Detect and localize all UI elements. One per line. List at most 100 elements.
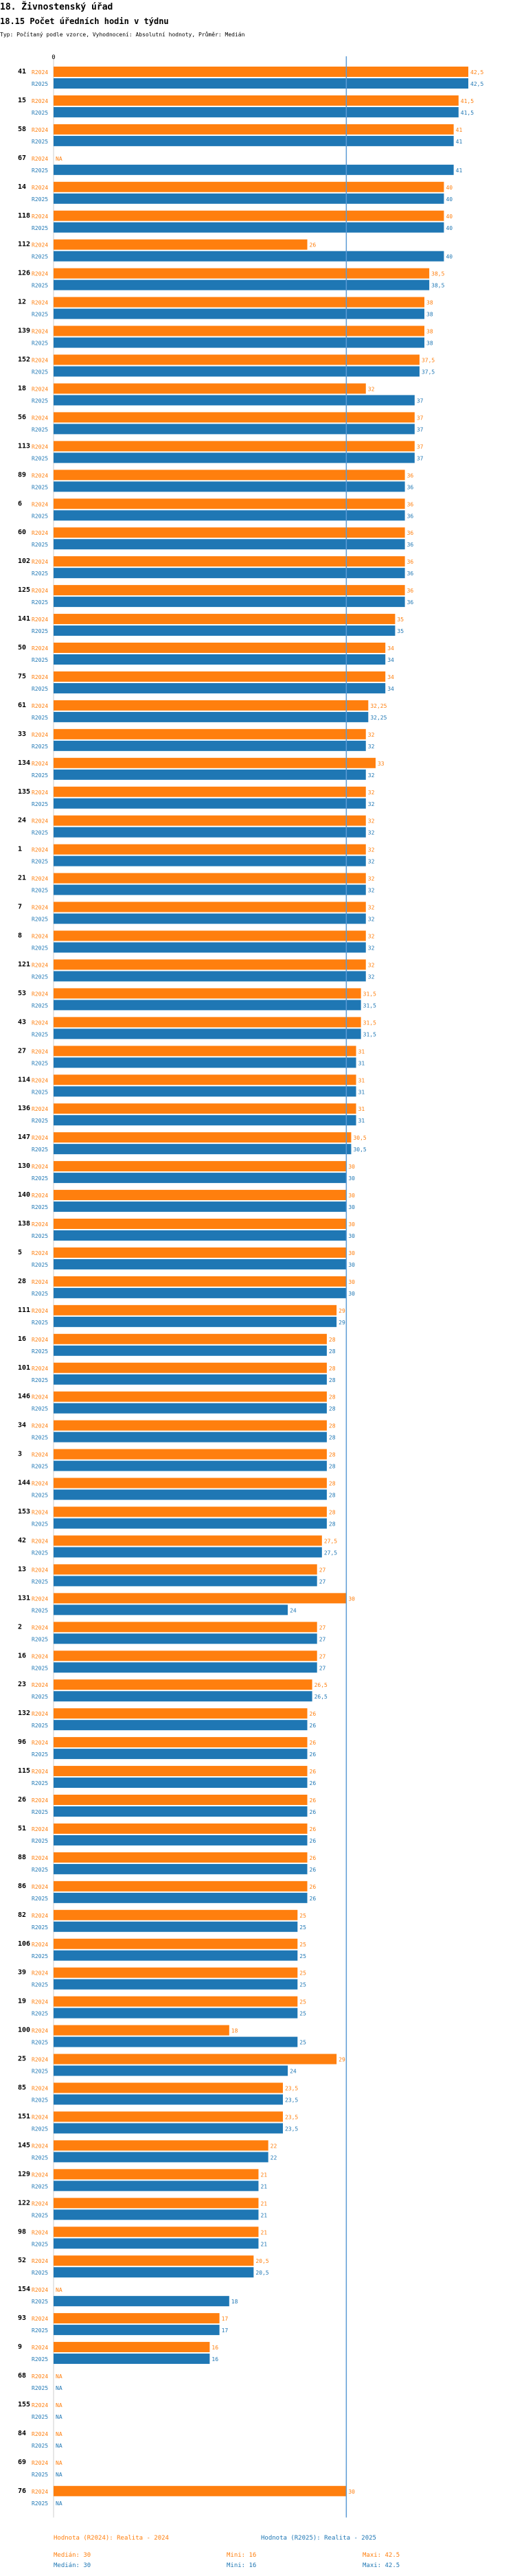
data-label: 26 xyxy=(310,1797,317,1804)
bar xyxy=(54,2111,283,2122)
data-label: 29 xyxy=(339,2057,345,2063)
bar xyxy=(54,1535,322,1546)
series-label: R2025 xyxy=(32,945,48,952)
data-label: 36 xyxy=(407,472,414,479)
bar xyxy=(54,1316,337,1327)
bar xyxy=(54,700,369,711)
data-label: 37 xyxy=(417,398,424,404)
data-label: 41 xyxy=(456,127,463,133)
data-label: 37 xyxy=(417,426,424,433)
series-label: R2024 xyxy=(32,934,48,940)
series-label: R2025 xyxy=(32,830,48,836)
data-label: 32 xyxy=(368,905,375,911)
group-label: 56 xyxy=(18,413,26,421)
bar xyxy=(54,181,444,192)
bar xyxy=(54,959,366,970)
series-label: R2025 xyxy=(32,1751,48,1758)
series-label: R2025 xyxy=(32,1665,48,1671)
series-label: R2025 xyxy=(32,1118,48,1124)
bar xyxy=(54,1431,327,1442)
series-label: R2024 xyxy=(32,962,48,968)
bar xyxy=(54,1201,347,1212)
data-label: 34 xyxy=(387,686,394,692)
series-label: R2024 xyxy=(32,1711,48,1717)
bar xyxy=(54,366,420,377)
group-label: 82 xyxy=(18,1911,26,1919)
bar xyxy=(54,798,366,809)
data-label: 30 xyxy=(348,1204,355,1210)
data-label: 30 xyxy=(348,1250,355,1256)
series-label: R2024 xyxy=(32,1221,48,1228)
data-label: 41,5 xyxy=(461,110,474,116)
group-label: 145 xyxy=(18,2141,30,2149)
series-label: R2024 xyxy=(32,358,48,364)
bar xyxy=(54,2169,259,2180)
data-label: 36 xyxy=(407,530,414,536)
data-label-na: NA xyxy=(56,156,62,162)
series-label: R2025 xyxy=(32,283,48,289)
series-label: R2024 xyxy=(32,1769,48,1775)
bar xyxy=(54,527,405,538)
series-label: R2024 xyxy=(32,588,48,594)
series-label: R2024 xyxy=(32,2287,48,2293)
min-2025: Mini: 16 xyxy=(227,2562,257,2569)
series-label: R2025 xyxy=(32,1896,48,1902)
data-label: 31 xyxy=(358,1060,365,1066)
group-label: 85 xyxy=(18,2084,26,2092)
bar xyxy=(54,913,366,924)
bar xyxy=(54,2485,347,2496)
data-label: 41 xyxy=(456,139,463,145)
series-label: R2025 xyxy=(32,657,48,663)
bar xyxy=(54,1778,308,1789)
data-label: 18 xyxy=(231,2028,238,2034)
legend-2024: Hodnota (R2024): Realita - 2024 xyxy=(54,2535,169,2542)
data-label: 21 xyxy=(260,2183,267,2189)
bar xyxy=(54,279,430,290)
series-label: R2025 xyxy=(32,254,48,260)
series-label: R2025 xyxy=(32,455,48,461)
bar xyxy=(54,1115,356,1126)
series-label: R2025 xyxy=(32,2212,48,2218)
series-label: R2025 xyxy=(32,1924,48,1931)
bar xyxy=(54,1489,327,1500)
data-label: 26 xyxy=(310,1838,317,1844)
data-label: 26 xyxy=(310,1751,317,1758)
series-label: R2025 xyxy=(32,2069,48,2075)
bar xyxy=(54,1938,298,1949)
bar xyxy=(54,2342,210,2353)
bar xyxy=(54,1230,347,1241)
group-label: 12 xyxy=(18,299,26,306)
min-2024: Mini: 16 xyxy=(227,2552,257,2559)
series-label: R2024 xyxy=(32,271,48,277)
data-label: 26 xyxy=(310,1780,317,1786)
group-label: 23 xyxy=(18,1681,26,1688)
series-label: R2024 xyxy=(32,818,48,825)
series-label: R2025 xyxy=(32,1838,48,1844)
series-label: R2024 xyxy=(32,1481,48,1487)
bar xyxy=(54,1000,361,1011)
series-label: R2024 xyxy=(32,300,48,306)
group-label: 118 xyxy=(18,212,30,220)
data-label-na: NA xyxy=(56,2373,62,2380)
data-label: 36 xyxy=(407,559,414,565)
data-label: 30 xyxy=(348,1164,355,1170)
group-label: 134 xyxy=(18,759,30,767)
data-label: 36 xyxy=(407,599,414,606)
data-label: 30 xyxy=(348,1233,355,1239)
bar xyxy=(54,1863,308,1874)
data-label: 22 xyxy=(271,2154,277,2161)
data-label: 26 xyxy=(310,1826,317,1832)
bar xyxy=(54,2054,337,2065)
series-label: R2024 xyxy=(32,329,48,335)
data-label: 26,5 xyxy=(314,1682,328,1688)
group-label: 15 xyxy=(18,97,26,104)
bar xyxy=(54,1576,317,1587)
bar xyxy=(54,210,444,221)
data-label: 36 xyxy=(407,501,414,507)
bar xyxy=(54,2140,268,2151)
data-label: 33 xyxy=(378,761,385,767)
group-label: 101 xyxy=(18,1364,30,1372)
bar xyxy=(54,2325,220,2336)
data-label: 28 xyxy=(329,1510,336,1516)
data-label: 25 xyxy=(299,1953,306,1959)
